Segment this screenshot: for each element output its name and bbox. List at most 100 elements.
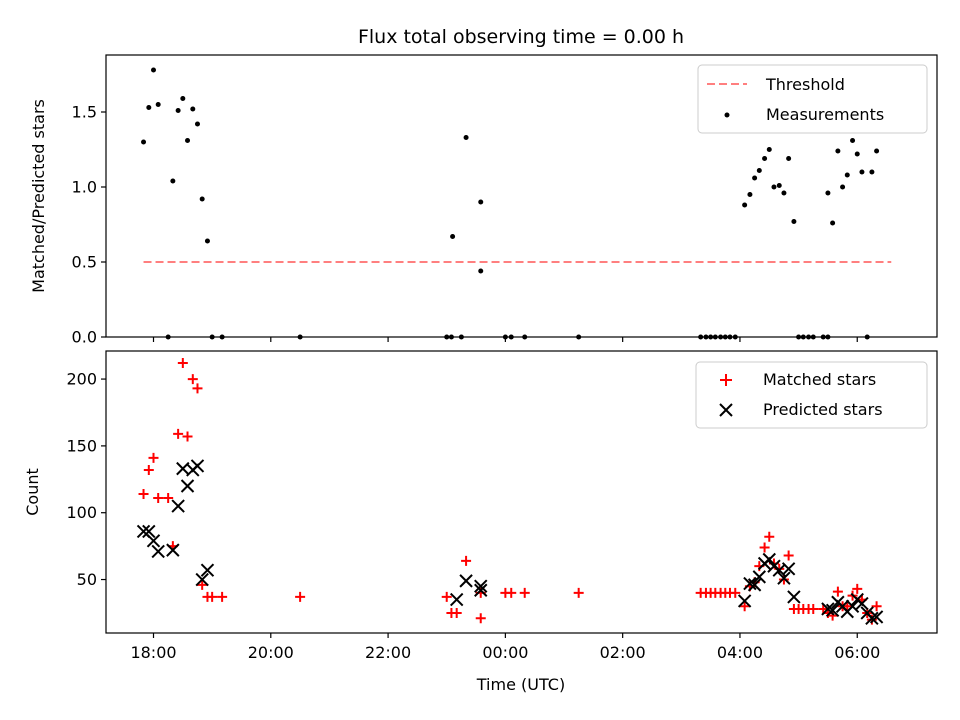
matched-stars-point	[451, 607, 462, 618]
top-y-tick-label: 0.5	[72, 253, 97, 272]
predicted-stars-point	[752, 570, 767, 584]
measurements-point	[791, 219, 797, 224]
predicted-stars-point	[743, 576, 757, 591]
matched-stars-point	[148, 452, 159, 463]
bottom-y-tick-label: 200	[66, 370, 97, 389]
measurements-point	[756, 168, 762, 173]
bottom-panel: 50 100 150 200 18:00 20:00 22:00 00:00 02:00 04:0…	[23, 350, 938, 694]
top-y-axis-label: Matched/Predicted stars	[29, 99, 48, 293]
x-tick-label: 04:00	[717, 643, 763, 662]
measurements-point	[762, 156, 768, 161]
measurements-point	[766, 147, 772, 152]
matched-stars-point	[475, 613, 486, 624]
measurements-point	[771, 184, 777, 190]
x-tick-label: 22:00	[365, 643, 411, 662]
measurements-point	[786, 156, 792, 161]
measurements-point	[450, 234, 456, 239]
matched-stars-point	[187, 374, 198, 385]
measurements-point	[840, 184, 846, 190]
bottom-y-tick-label: 150	[66, 436, 97, 455]
top-plot-area	[141, 67, 892, 340]
predicted-stars-point	[180, 479, 195, 493]
measurements-point	[204, 238, 210, 244]
predicted-stars-point	[171, 499, 185, 513]
predicted-stars-point	[474, 583, 488, 597]
predicted-stars-point	[142, 524, 156, 539]
measurements-point	[844, 172, 850, 178]
measurements-point	[781, 190, 787, 196]
predicted-stars-point	[459, 574, 473, 588]
predicted-stars-point	[777, 571, 791, 585]
matched-stars-point	[759, 542, 770, 553]
measurements-legend-swatch	[724, 112, 730, 118]
top-legend-box	[697, 64, 928, 134]
matched-stars-point	[182, 431, 193, 442]
predicted-stars-point	[146, 534, 161, 548]
top-y-tick-label: 1.5	[72, 103, 97, 122]
measurements-point	[478, 268, 484, 274]
top-panel: 0.0 0.5 1.0 1.5 Matched/Predicted stars Thr…	[29, 54, 938, 347]
matched-stars-point	[143, 464, 154, 475]
predicted-legend-swatch	[719, 403, 733, 417]
matched-stars-point	[783, 550, 794, 561]
measurements-point	[190, 106, 196, 112]
matched-stars-point	[197, 579, 208, 590]
x-tick-label: 02:00	[600, 643, 646, 662]
measurements-point	[776, 183, 782, 188]
measurements-point	[747, 192, 753, 197]
predicted-stars-point	[195, 572, 209, 587]
matched-stars-point	[764, 531, 775, 542]
x-tick-label: 18:00	[130, 643, 176, 662]
matched-stars-point	[871, 601, 882, 612]
matched-stars-point	[441, 591, 452, 602]
matched-stars-point	[739, 601, 750, 612]
predicted-stars-point	[747, 578, 762, 592]
measurements-point	[854, 151, 860, 157]
bottom-plot-area	[136, 358, 884, 626]
measurements-point	[146, 105, 152, 110]
predicted-stars-point	[869, 610, 884, 624]
bottom-y-tick-label: 100	[66, 503, 97, 522]
matched-stars-point	[808, 603, 819, 614]
measurements-point	[199, 196, 205, 202]
measurements-point	[850, 138, 856, 143]
bottom-legend: Matched stars Predicted stars	[695, 361, 928, 429]
measurements-point	[874, 148, 880, 154]
matched-stars-point	[217, 591, 228, 602]
predicted-stars-point	[821, 602, 835, 616]
matched-legend-swatch	[720, 374, 732, 386]
predicted-stars-point	[855, 596, 869, 611]
bottom-axes-frame	[105, 350, 938, 634]
measurements-point	[463, 135, 469, 140]
matched-stars-point	[461, 555, 472, 566]
bottom-legend-box	[695, 361, 928, 429]
predicted-stars-point	[449, 592, 464, 607]
matched-stars-point	[177, 358, 188, 369]
x-tick-label: 20:00	[248, 643, 294, 662]
matched-stars-point	[573, 587, 584, 598]
top-y-tick-label: 1.0	[72, 178, 97, 197]
measurements-point	[194, 121, 200, 127]
measurements-point	[155, 102, 161, 107]
matched-stars-point	[207, 591, 218, 602]
matched-stars-point	[852, 583, 863, 594]
top-axis-ticks: 0.0 0.5 1.0 1.5	[72, 103, 858, 347]
matched-stars-point	[153, 493, 164, 504]
measurements-point	[180, 96, 186, 101]
predicted-legend-label: Predicted stars	[763, 400, 883, 419]
x-tick-label: 06:00	[834, 643, 880, 662]
top-y-tick-label: 0.0	[72, 328, 97, 347]
measurements-point	[825, 190, 831, 196]
matched-stars-point	[730, 587, 741, 598]
measurements-point	[170, 178, 176, 184]
measurements-point	[869, 169, 875, 175]
predicted-stars-point	[781, 562, 796, 576]
bottom-y-axis-label: Count	[23, 468, 42, 516]
predicted-stars-point	[845, 599, 860, 613]
matched-stars-point	[192, 383, 203, 394]
measurements-legend-label: Measurements	[766, 105, 884, 124]
predicted-stars-point	[762, 552, 776, 567]
matched-stars-point	[138, 489, 149, 500]
measurements-point	[151, 67, 157, 73]
